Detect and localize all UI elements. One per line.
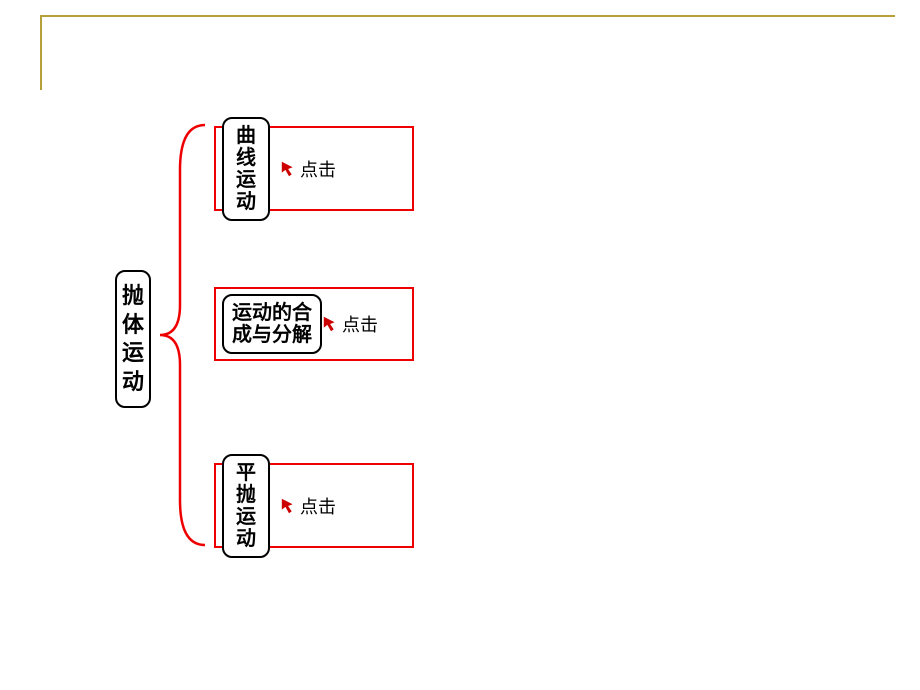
- item-box-curvilinear: 曲线 运动 点击: [214, 126, 414, 211]
- sub-node-curvilinear: 曲线 运动: [222, 117, 270, 221]
- click-label: 点击: [342, 311, 378, 337]
- click-label: 点击: [300, 493, 336, 519]
- main-node: 抛体运动: [115, 270, 151, 408]
- corner-frame: [40, 15, 895, 90]
- click-label: 点击: [300, 156, 336, 182]
- click-button-curvilinear[interactable]: 点击: [280, 156, 336, 182]
- item-box-composition: 运动的合 成与分解 点击: [214, 287, 414, 361]
- node-label-line2: 成与分解: [232, 324, 312, 346]
- brace-icon: [155, 120, 210, 550]
- click-button-composition[interactable]: 点击: [322, 311, 378, 337]
- node-label-line1: 平抛: [236, 462, 256, 506]
- item-box-projectile: 平抛 运动 点击: [214, 463, 414, 548]
- arrow-icon: [280, 160, 298, 178]
- node-label-line2: 运动: [236, 506, 256, 550]
- sub-node-composition: 运动的合 成与分解: [222, 294, 322, 354]
- node-label-line2: 运动: [236, 169, 256, 213]
- click-button-projectile[interactable]: 点击: [280, 493, 336, 519]
- main-node-label: 抛体运动: [122, 283, 144, 394]
- arrow-icon: [280, 497, 298, 515]
- sub-node-projectile: 平抛 运动: [222, 454, 270, 558]
- arrow-icon: [322, 315, 340, 333]
- node-label-line1: 运动的合: [232, 302, 312, 324]
- node-label-line1: 曲线: [236, 125, 256, 169]
